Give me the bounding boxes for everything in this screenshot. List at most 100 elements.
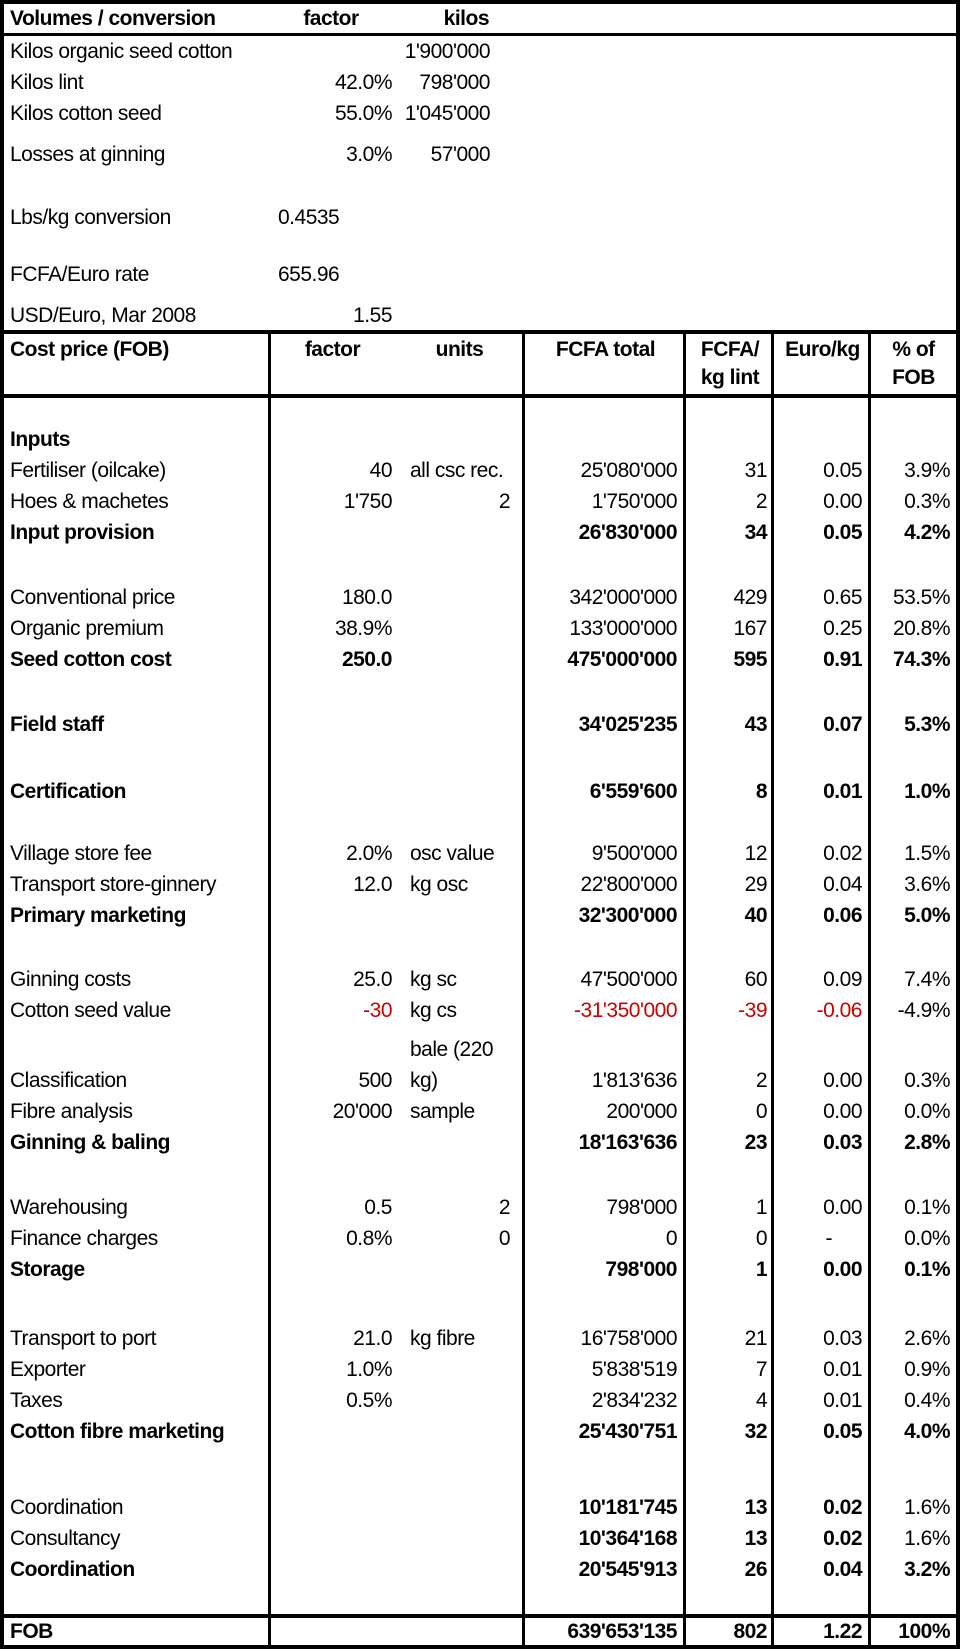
fob-pct: 100% — [898, 1620, 950, 1643]
cell-factor: 1'750 — [343, 490, 393, 513]
row-label: Inputs — [10, 428, 71, 451]
column-divider — [268, 334, 271, 1645]
cell-fcfa-kg: 0 — [755, 1100, 768, 1123]
cell-factor: 500 — [358, 1069, 392, 1092]
cell-fcfa-kg: 2 — [755, 1069, 768, 1092]
cell-fcfa-kg: 31 — [744, 459, 768, 482]
cell-fcfa-kg: 60 — [744, 968, 768, 991]
table-row: Primary marketing 32'300'000 40 0.06 5.0% — [4, 900, 956, 931]
cell-euro-kg: 0.03 — [823, 1131, 862, 1154]
row-label: Ginning costs — [10, 968, 131, 991]
cell-factor: 21.0 — [353, 1327, 392, 1350]
cell-euro-kg: 0.00 — [823, 1196, 862, 1219]
cell-units — [394, 517, 525, 548]
cell-units: kg osc — [410, 873, 468, 896]
cell-fcfa-total — [525, 424, 686, 455]
cell-euro-kg — [774, 424, 871, 455]
cell-units: all csc rec. — [410, 459, 504, 482]
table-row: Classification 500 kg) 1'813'636 2 0.00 0.3% — [4, 1065, 956, 1096]
cell-fcfa-total: 200'000 — [606, 1100, 677, 1123]
cell-factor: 20'000 — [332, 1100, 393, 1123]
cell-fcfa-total: 25'080'000 — [580, 459, 678, 482]
row-label: Classification — [10, 1069, 127, 1092]
table-row: Fibre analysis 20'000 sample 200'000 0 0.00 0.… — [4, 1096, 956, 1127]
table-row: Coordination 20'545'913 26 0.04 3.2% — [4, 1554, 956, 1585]
cell-factor — [271, 900, 394, 931]
cell-factor — [271, 1034, 394, 1065]
cell-pct-fob — [871, 1034, 956, 1065]
cell-pct-fob: 0.3% — [904, 1069, 950, 1092]
cell-pct-fob: 3.2% — [904, 1558, 950, 1581]
cell-factor: 655.96 — [278, 263, 340, 286]
cell-pct-fob: 0.1% — [904, 1258, 950, 1281]
table-row: Finance charges 0.8% 0 0 0 - 0.0% — [4, 1223, 956, 1254]
table-row: Kilos lint 42.0% 798'000 — [4, 67, 956, 98]
fob-fcfa-kg: 802 — [733, 1620, 767, 1643]
cell-factor — [268, 36, 394, 67]
cell-units: 2 — [498, 490, 511, 513]
cell-pct-fob: 1.6% — [904, 1527, 950, 1550]
header-divider — [4, 33, 956, 36]
cell-units: sample — [410, 1100, 475, 1123]
cell-fcfa-kg: 1 — [755, 1196, 768, 1219]
cell-euro-kg: - — [825, 1227, 833, 1250]
cell-euro-kg: 0.03 — [823, 1327, 862, 1350]
table-row: FCFA/Euro rate 655.96 — [4, 259, 956, 290]
cost-table: Cost price (FOB) factor units FCFA total… — [4, 330, 956, 1645]
cell-units — [394, 1354, 525, 1385]
cell-pct-fob: 0.0% — [904, 1100, 950, 1123]
cell-fcfa-kg — [686, 424, 774, 455]
cell-factor: 1.55 — [353, 304, 392, 327]
cell-fcfa-kg: 595 — [733, 648, 767, 671]
cell-pct-fob: 7.4% — [904, 968, 950, 991]
cell-units: kg sc — [410, 968, 457, 991]
cell-kilos — [394, 259, 495, 290]
cell-fcfa-total: 20'545'913 — [578, 1558, 678, 1581]
row-label: FCFA/Euro rate — [10, 263, 149, 286]
cost-col-fcfa-total: FCFA total — [555, 338, 656, 361]
cell-pct-fob: 3.6% — [904, 873, 950, 896]
volumes-title: Volumes / conversion — [10, 7, 216, 30]
cell-pct-fob: 0.9% — [904, 1358, 950, 1381]
cell-fcfa-kg: 1 — [755, 1258, 768, 1281]
cell-factor — [271, 776, 394, 807]
row-label: Transport to port — [10, 1327, 156, 1350]
cell-fcfa-total: 9'500'000 — [591, 842, 678, 865]
cell-fcfa-total: 798'000 — [606, 1196, 677, 1219]
table-row: Kilos cotton seed 55.0% 1'045'000 — [4, 98, 956, 129]
cell-fcfa-kg: 13 — [744, 1527, 768, 1550]
cell-factor — [271, 1254, 394, 1285]
cell-fcfa-kg: 13 — [744, 1496, 768, 1519]
cell-factor: 0.5 — [364, 1196, 392, 1219]
row-label: Kilos organic seed cotton — [10, 40, 233, 63]
cell-euro-kg: 0.01 — [823, 780, 862, 803]
row-label: Fertiliser (oilcake) — [10, 459, 166, 482]
cell-fcfa-total: 1'750'000 — [591, 490, 678, 513]
cell-euro-kg: 0.02 — [823, 842, 862, 865]
table-row: Storage 798'000 1 0.00 0.1% — [4, 1254, 956, 1285]
cell-fcfa-total: 26'830'000 — [578, 521, 678, 544]
table-row: Cotton fibre marketing 25'430'751 32 0.05 4.… — [4, 1416, 956, 1447]
row-label: Warehousing — [10, 1196, 128, 1219]
cell-factor — [271, 1554, 394, 1585]
row-label: Conventional price — [10, 586, 175, 609]
cell-pct-fob: 4.2% — [904, 521, 950, 544]
cell-units — [394, 1492, 525, 1523]
table-row: Inputs — [4, 424, 956, 455]
cell-fcfa-total: 10'181'745 — [578, 1496, 678, 1519]
cell-pct-fob: 0.3% — [904, 490, 950, 513]
cell-factor — [271, 517, 394, 548]
cell-fcfa-total: 18'163'636 — [578, 1131, 678, 1154]
cost-col-fcfa-kg-lint: FCFA/ kg lint — [700, 338, 760, 389]
cell-units: osc value — [410, 842, 495, 865]
cell-euro-kg: 0.04 — [823, 1558, 862, 1581]
table-row: Lbs/kg conversion 0.4535 — [4, 202, 956, 233]
cell-units — [394, 1554, 525, 1585]
cell-factor: -30 — [363, 999, 392, 1022]
cell-factor: 25.0 — [353, 968, 392, 991]
total-divider — [4, 1614, 956, 1618]
cell-fcfa-total: 475'000'000 — [567, 648, 677, 671]
cell-fcfa-kg: 0 — [755, 1227, 768, 1250]
row-label: Seed cotton cost — [10, 648, 172, 671]
row-label: Ginning & baling — [10, 1131, 170, 1154]
